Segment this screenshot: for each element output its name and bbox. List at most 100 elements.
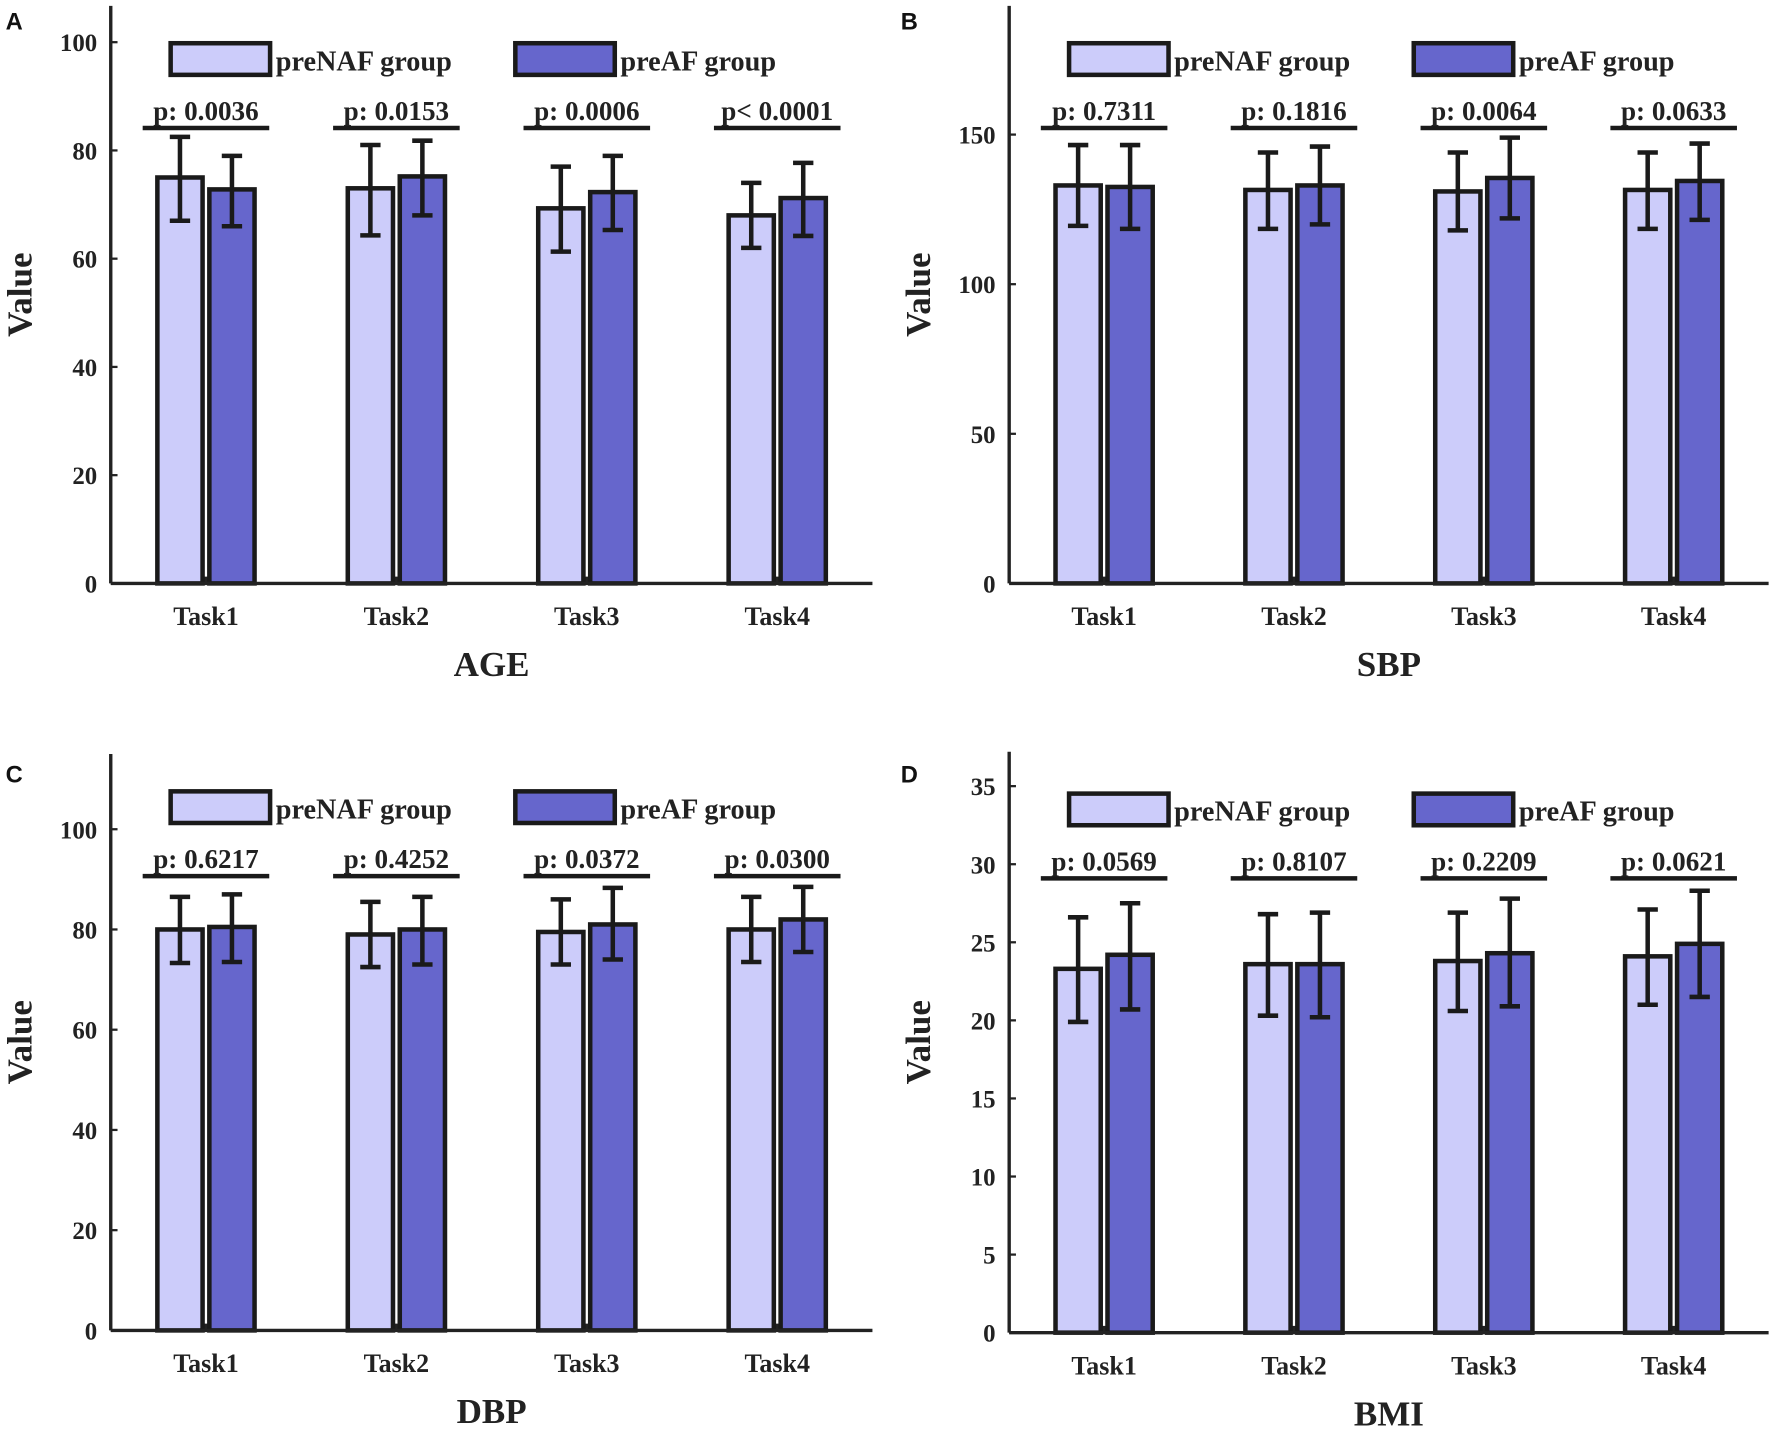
x-tick-label: Task2 bbox=[1261, 602, 1327, 631]
bar-prenaf bbox=[1432, 958, 1483, 1335]
p-value-label: p: 0.4252 bbox=[344, 844, 449, 874]
bar-prenaf bbox=[1622, 187, 1673, 586]
x-tick-label: Task4 bbox=[744, 1349, 810, 1378]
x-tick-label: Task1 bbox=[173, 1349, 239, 1378]
y-axis-label: Value bbox=[1, 253, 40, 337]
bar-prenaf bbox=[1243, 187, 1293, 586]
y-tick-label: 100 bbox=[958, 272, 995, 299]
panel-label: D bbox=[901, 762, 918, 788]
panel-label: B bbox=[901, 10, 918, 36]
legend-label: preNAF group bbox=[276, 46, 452, 77]
legend-swatch-preaf bbox=[1411, 791, 1516, 828]
x-tick bbox=[773, 1323, 781, 1331]
legend-label: preAF group bbox=[620, 794, 776, 825]
bar-preaf bbox=[1105, 184, 1155, 586]
x-tick bbox=[1290, 1325, 1298, 1333]
bar-preaf bbox=[778, 917, 829, 1333]
panel-label: A bbox=[6, 10, 23, 36]
x-axis-label: BMI bbox=[1354, 1394, 1424, 1429]
y-tick-label: 40 bbox=[72, 1118, 97, 1145]
y-tick-label: 100 bbox=[60, 817, 97, 844]
x-tick bbox=[583, 576, 591, 584]
y-tick-label: 0 bbox=[85, 1318, 97, 1345]
x-tick bbox=[1100, 1325, 1108, 1333]
y-axis-label: Value bbox=[899, 1000, 938, 1084]
bar-prenaf bbox=[1053, 183, 1103, 586]
bar-preaf bbox=[1484, 950, 1535, 1335]
p-value-label: p: 0.7311 bbox=[1052, 96, 1156, 126]
y-tick-label: 50 bbox=[971, 422, 996, 449]
x-tick-label: Task1 bbox=[1071, 1351, 1137, 1380]
y-tick-label: 150 bbox=[958, 123, 995, 150]
p-value-label: p: 0.0633 bbox=[1621, 96, 1726, 126]
legend-swatch-prenaf bbox=[1066, 791, 1171, 828]
x-tick-label: Task4 bbox=[1641, 1351, 1707, 1380]
x-tick-label: Task1 bbox=[1071, 602, 1137, 631]
x-tick bbox=[1100, 576, 1108, 584]
x-tick bbox=[392, 1323, 400, 1331]
panel-label: C bbox=[6, 762, 23, 788]
y-tick-label: 40 bbox=[72, 355, 97, 382]
p-value-label: p: 0.0569 bbox=[1051, 846, 1156, 876]
legend-label: preAF group bbox=[1519, 46, 1675, 77]
y-tick-label: 20 bbox=[971, 1008, 996, 1035]
bar-prenaf bbox=[345, 932, 396, 1333]
x-tick-label: Task3 bbox=[554, 1349, 620, 1378]
x-tick-label: Task2 bbox=[364, 1349, 429, 1378]
x-tick-label: Task3 bbox=[554, 602, 620, 631]
x-tick bbox=[1480, 576, 1488, 584]
bar-prenaf bbox=[535, 929, 586, 1333]
y-tick-label: 0 bbox=[85, 571, 97, 598]
y-tick-label: 10 bbox=[971, 1165, 996, 1192]
bar-preaf bbox=[1674, 178, 1725, 586]
x-tick-label: Task4 bbox=[744, 602, 810, 631]
p-value-label: p: 0.0064 bbox=[1431, 96, 1537, 126]
x-tick bbox=[202, 1323, 210, 1331]
panel-b: B 0 50 100 150 Value SBP Task1 p: 0.7311 Task2 p: … bbox=[899, 5, 1769, 684]
p-value-label: p< 0.0001 bbox=[721, 96, 833, 126]
p-value-label: p: 0.8107 bbox=[1241, 846, 1346, 876]
legend: preNAF group preAF group bbox=[1066, 40, 1675, 78]
bar-preaf bbox=[1674, 941, 1725, 1335]
p-value-label: p: 0.2209 bbox=[1431, 846, 1536, 876]
p-value-label: p: 0.0153 bbox=[344, 96, 449, 126]
bar-preaf bbox=[397, 927, 448, 1333]
bar-prenaf bbox=[726, 927, 777, 1333]
legend-swatch-preaf bbox=[1411, 40, 1516, 78]
p-value-label: p: 0.6217 bbox=[153, 844, 258, 874]
bar-preaf bbox=[397, 174, 448, 586]
x-tick bbox=[1290, 576, 1298, 584]
bar-prenaf bbox=[155, 175, 205, 586]
x-tick-label: Task3 bbox=[1451, 602, 1517, 631]
y-tick-label: 25 bbox=[971, 930, 996, 957]
y-tick-label: 80 bbox=[72, 918, 97, 945]
legend-label: preAF group bbox=[620, 46, 776, 77]
legend-swatch-prenaf bbox=[168, 40, 273, 78]
p-value-label: p: 0.0036 bbox=[153, 96, 258, 126]
bar-prenaf bbox=[155, 927, 205, 1333]
x-tick-label: Task2 bbox=[1261, 1351, 1327, 1380]
x-tick-label: Task2 bbox=[364, 602, 429, 631]
legend-label: preNAF group bbox=[1174, 797, 1350, 828]
x-axis-label: SBP bbox=[1357, 645, 1421, 684]
legend: preNAF group preAF group bbox=[168, 789, 776, 826]
y-tick-label: 20 bbox=[72, 463, 97, 490]
x-tick bbox=[1480, 1325, 1488, 1333]
legend-swatch-prenaf bbox=[168, 789, 273, 826]
p-value-label: p: 0.0372 bbox=[534, 844, 639, 874]
bar-preaf bbox=[778, 195, 829, 586]
bar-preaf bbox=[207, 924, 257, 1333]
y-tick-label: 35 bbox=[971, 774, 996, 801]
y-tick-label: 20 bbox=[72, 1218, 97, 1245]
bar-preaf bbox=[587, 922, 638, 1333]
x-tick bbox=[392, 576, 400, 584]
bar-prenaf bbox=[726, 213, 777, 586]
x-tick bbox=[583, 1323, 591, 1331]
legend-swatch-prenaf bbox=[1066, 40, 1171, 78]
bar-preaf bbox=[587, 189, 638, 586]
y-tick-label: 60 bbox=[72, 247, 97, 274]
y-tick-label: 0 bbox=[983, 571, 995, 598]
p-value-label: p: 0.0006 bbox=[534, 96, 639, 126]
y-tick-label: 30 bbox=[971, 852, 996, 879]
